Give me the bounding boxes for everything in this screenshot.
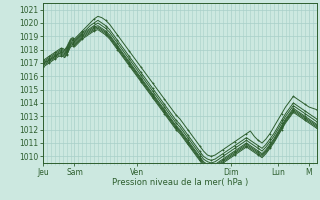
X-axis label: Pression niveau de la mer( hPa ): Pression niveau de la mer( hPa ) [112, 178, 248, 187]
